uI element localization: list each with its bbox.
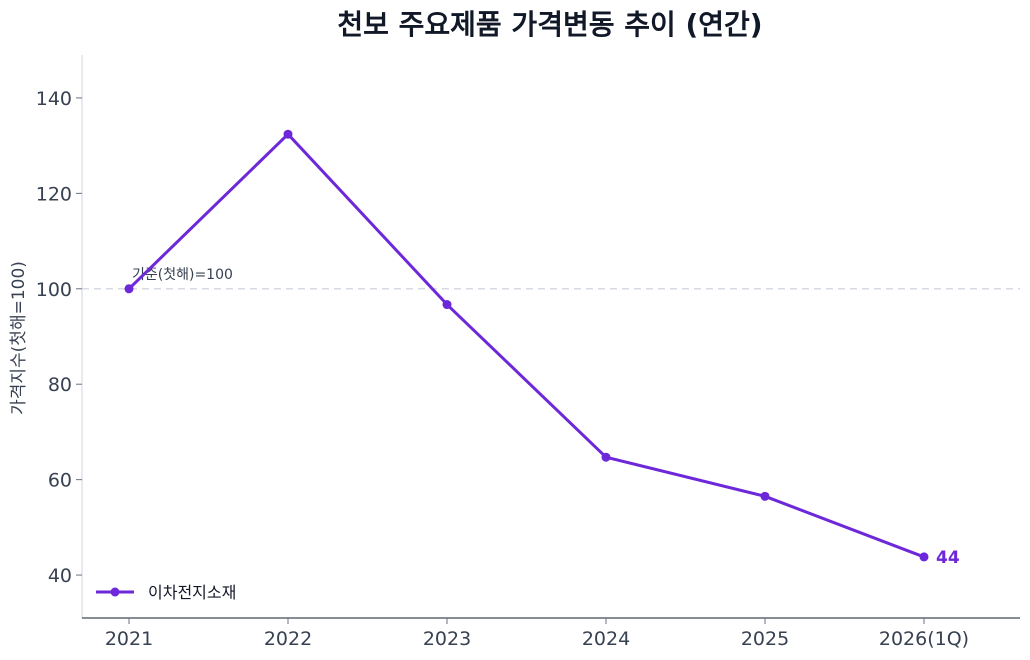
end-value-label: 44 [936,548,960,568]
legend-label: 이차전지소재 [148,583,236,602]
x-tick-label: 2021 [105,628,153,650]
x-tick-label: 2025 [741,628,789,650]
legend: 이차전지소재 [96,583,236,602]
y-axis-label: 가격지수(첫해=100) [9,261,29,415]
x-tick-label: 2026(1Q) [879,628,969,650]
y-tick-label: 60 [48,470,72,492]
data-point [919,552,929,562]
data-point [442,300,452,310]
series-layer [124,129,929,562]
y-ticks: 40 60 80 100 120 140 [36,88,82,587]
data-point [124,284,134,294]
y-tick-label: 80 [48,374,72,396]
chart-title: 천보 주요제품 가격변동 추이 (연간) [337,8,762,41]
axes [81,55,1020,619]
y-tick-label: 120 [36,183,72,205]
reference-line-label: 기준(첫해)=100 [132,267,233,283]
x-tick-label: 2024 [582,628,630,650]
y-tick-label: 140 [36,88,72,110]
x-tick-label: 2023 [423,628,471,650]
y-tick-label: 40 [48,565,72,587]
data-point [760,491,770,501]
data-point [283,129,293,139]
data-point [601,452,611,462]
y-tick-label: 100 [36,279,72,301]
series-line [127,132,926,559]
reference-line-group: 기준(첫해)=100 [82,267,1020,290]
x-tick-label: 2022 [264,628,312,650]
x-ticks: 2021 2022 2023 2024 2025 2026(1Q) [105,618,969,650]
legend-marker-swatch [110,587,120,597]
